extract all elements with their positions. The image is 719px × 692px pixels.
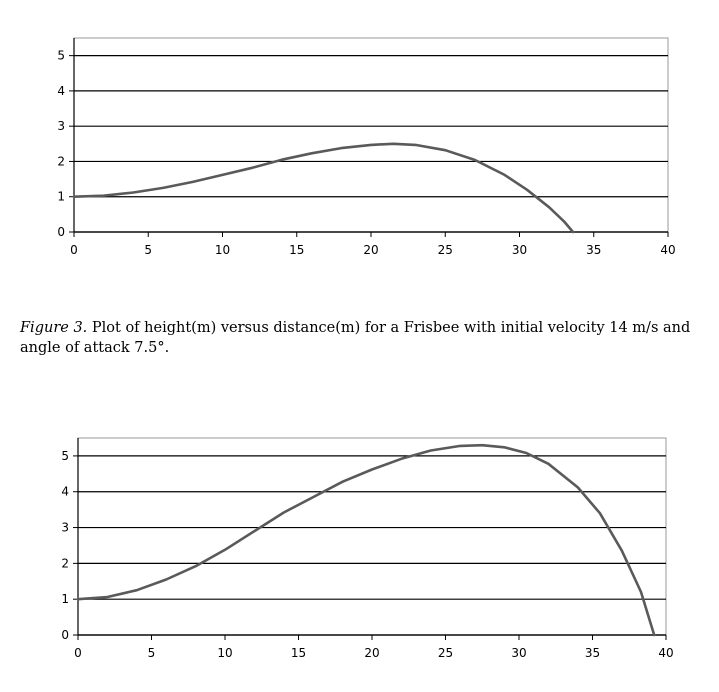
x-tick-label: 15 [291,646,306,660]
x-tick-label: 0 [70,243,78,257]
trajectory-line [72,142,575,234]
trajectory-chart-bottom: 0 1 2 3 4 5 0 5 10 15 20 25 30 35 40 [61,437,674,660]
y-tick-label: 2 [57,154,65,168]
x-tick-label: 30 [511,646,526,660]
x-tick-label: 25 [438,646,453,660]
x-tick-label: 25 [438,243,453,257]
y-tick-label: 4 [61,485,69,499]
x-tick-label: 10 [217,646,232,660]
y-tick-label: 3 [57,119,65,133]
x-tick-label: 15 [289,243,304,257]
figure-caption: Figure 3. Plot of height(m) versus dista… [20,318,710,358]
y-tick-label: 5 [61,449,69,463]
trajectory-line [76,443,656,637]
x-tick-label: 20 [364,646,379,660]
figure-caption-label: Figure 3. [20,320,88,336]
x-tick-label: 5 [144,243,152,257]
y-tick-label: 1 [61,592,69,606]
figure-caption-text: Plot of height(m) versus distance(m) for… [20,320,691,356]
y-tick-label: 5 [57,49,65,63]
x-tick-label: 40 [658,646,673,660]
x-tick-label: 35 [585,646,600,660]
y-tick-label: 1 [57,190,65,204]
y-tick-label: 0 [61,628,69,642]
y-tick-label: 3 [61,521,69,535]
x-tick-label: 20 [363,243,378,257]
x-tick-label: 10 [215,243,230,257]
x-tick-label: 35 [586,243,601,257]
x-tick-label: 0 [74,646,82,660]
x-tick-label: 30 [512,243,527,257]
x-tick-label: 5 [148,646,156,660]
plot-area [77,437,667,636]
plot-area [73,37,669,233]
x-tick-label: 40 [660,243,675,257]
y-tick-label: 4 [57,84,65,98]
trajectory-chart-top: 0 1 2 3 4 5 0 5 10 15 20 25 30 35 40 [57,37,676,257]
y-tick-label: 0 [57,225,65,239]
y-tick-label: 2 [61,556,69,570]
